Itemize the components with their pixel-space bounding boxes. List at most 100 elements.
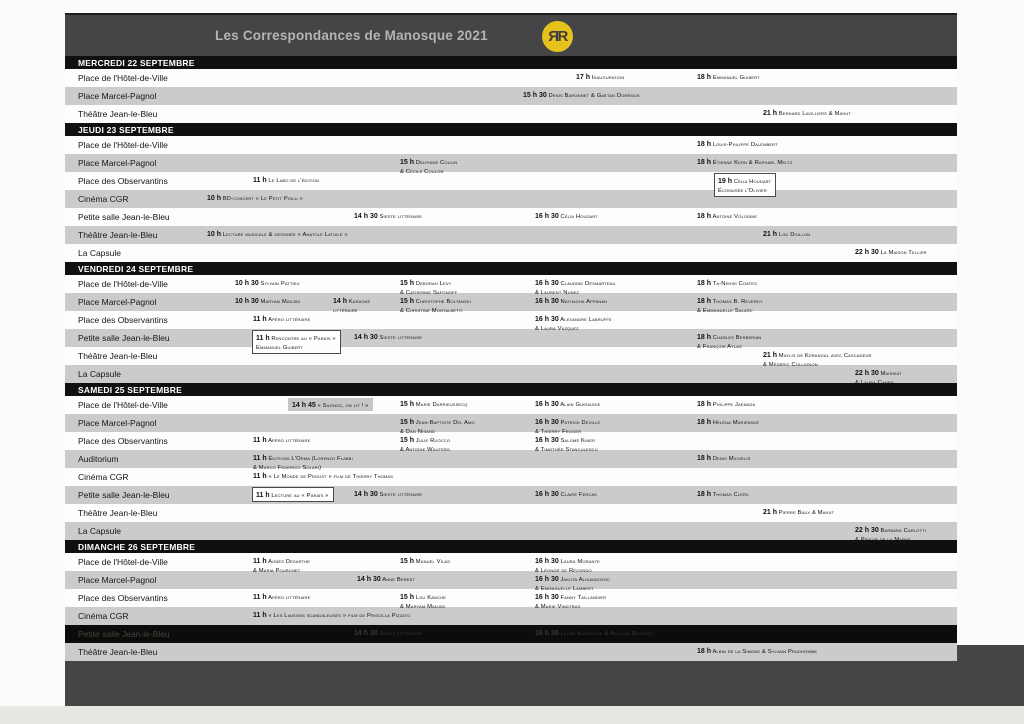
venue-name: Théâtre Jean-le-Bleu bbox=[78, 109, 158, 119]
event-time: 22 h 30 bbox=[855, 249, 879, 256]
event-time: 16 h 30 bbox=[535, 213, 559, 220]
event-name: Agnès Desarthe & Maria Pourchet bbox=[253, 559, 310, 575]
event: 16 h 30 Nathacha Appanah bbox=[535, 296, 607, 305]
event-time: 11 h bbox=[253, 316, 267, 323]
event-name: Jakuta Alikavazovic & Emmanuelle Lambert bbox=[535, 577, 611, 593]
event: 22 h 30 Maissiat & Laura Cahen bbox=[855, 368, 902, 386]
venue-row: Théâtre Jean-le-Bleu 21 h Bernard Lavilli… bbox=[65, 105, 957, 123]
venue-name: Petite salle Jean-le-Bleu bbox=[78, 333, 170, 343]
event-name: Étienne Kern & Raphaël Meltz bbox=[711, 160, 793, 166]
event: 10 h 30 Sylvain Pattieu bbox=[235, 278, 300, 287]
day-header: JEUDI 23 SEPTEMBRE bbox=[65, 123, 957, 136]
venue-row: Place de l'Hôtel-de-Ville 11 h Agnès Desa… bbox=[65, 553, 957, 574]
event-time: 14 h 30 bbox=[354, 630, 378, 637]
event: 21 h Lou Doillon bbox=[763, 229, 810, 238]
venue-name: Place de l'Hôtel-de-Ville bbox=[78, 73, 168, 83]
event-name: Sylvain Pattieu bbox=[258, 281, 300, 287]
event-time: 14 h 45 bbox=[292, 401, 316, 409]
venue-name: Place Marcel-Pagnol bbox=[78, 158, 157, 168]
event-name: Anne Berest bbox=[380, 577, 415, 583]
venue-row: Cinéma CGR 10 h BD-concert « Le Petit Poi… bbox=[65, 190, 957, 208]
event: 15 h Julie Ruocco & Antoine Wauters bbox=[400, 435, 450, 453]
event-name: Denis Baronnet & Gaëtan Dorémus bbox=[546, 93, 640, 99]
event: 11 h Agnès Desarthe & Maria Pourchet bbox=[253, 556, 310, 574]
event: 16 h 30 Jakuta Alikavazovic & Emmanuelle… bbox=[535, 574, 610, 592]
venue-row: Place de l'Hôtel-de-Ville 10 h 30 Sylvain… bbox=[65, 275, 957, 296]
event-time: 15 h bbox=[400, 159, 415, 166]
venue-name: Théâtre Jean-le-Bleu bbox=[78, 230, 158, 240]
event-name: Laura Kasischke & Nicolas Richard bbox=[558, 631, 653, 637]
day-section: JEUDI 23 SEPTEMBRE Place de l'Hôtel-de-Vi… bbox=[65, 123, 957, 262]
event: 16 h 30 Claudine Desmarteau & Laurent Nu… bbox=[535, 278, 616, 296]
event-time: 15 h bbox=[400, 280, 415, 287]
event-time: 22 h 30 bbox=[855, 527, 879, 534]
venue-row: Cinéma CGR 11 h « Le Monde de Proust » fi… bbox=[65, 468, 957, 486]
event: 18 h Louis-Philippe Dalembert bbox=[697, 139, 778, 148]
venue-name: La Capsule bbox=[78, 369, 122, 379]
venue-name: Place de l'Hôtel-de-Ville bbox=[78, 557, 168, 567]
venue-row: La Capsule 22 h 30 Barbara Carlotti & Pri… bbox=[65, 522, 957, 544]
event: 11 h Apéro littéraire bbox=[253, 435, 310, 444]
event-name: La Maison Tellier bbox=[878, 250, 927, 256]
event: 14 h Karaoké littéraire bbox=[333, 296, 370, 314]
event-time: 18 h bbox=[697, 491, 712, 498]
event-time: 11 h bbox=[253, 594, 267, 601]
event-time: 10 h 30 bbox=[235, 280, 259, 287]
event-name: Inauguration bbox=[590, 75, 625, 81]
venue-name: Théâtre Jean-le-Bleu bbox=[78, 647, 158, 657]
event: 18 h Antoine Volodine bbox=[697, 211, 757, 220]
event-name: Patrick Deville & Thierry Froger bbox=[535, 420, 601, 436]
day-header: MERCREDI 22 SEPTEMBRE bbox=[65, 56, 957, 69]
event-name: Charles Berberian & François Atlas bbox=[697, 335, 762, 351]
event-name: Louis-Philippe Dalembert bbox=[711, 142, 778, 148]
event: 18 h Charles Berberian & François Atlas bbox=[697, 332, 761, 350]
venue-name: Place des Observantins bbox=[78, 315, 168, 325]
venue-row: Théâtre Jean-le-Bleu 18 h Albin de la Sim… bbox=[65, 643, 957, 661]
event-name: Le Labo de l'édition bbox=[266, 178, 319, 184]
event-name: Denis Michelis bbox=[711, 456, 751, 462]
event-time: 15 h bbox=[400, 401, 415, 408]
event-time: 21 h bbox=[763, 231, 778, 238]
venue-name: Cinéma CGR bbox=[78, 472, 129, 482]
event-name: Marie Darrieussecq bbox=[414, 402, 468, 408]
event-time: 11 h bbox=[253, 612, 267, 619]
event-time: 18 h bbox=[697, 298, 712, 305]
venue-row: Petite salle Jean-le-Bleu 11 h Rencontre … bbox=[65, 329, 957, 355]
event-time: 18 h bbox=[697, 141, 712, 148]
event: 15 h Jean-Baptiste Del Amo & Dan Nisand bbox=[400, 417, 475, 435]
event-time: 11 h bbox=[256, 492, 270, 499]
event-time: 15 h bbox=[400, 594, 415, 601]
event-time: 17 h bbox=[576, 74, 591, 81]
event-time: 16 h 30 bbox=[535, 401, 559, 408]
event-name: Barbara Carlotti & Prieur de la Marne bbox=[855, 528, 926, 544]
event: 18 h Albin de la Simone & Sylvain Prudho… bbox=[697, 646, 817, 655]
venue-row: Petite salle Jean-le-Bleu 14 h 30 Sieste … bbox=[65, 208, 957, 226]
event-name: Sieste littéraire bbox=[377, 492, 423, 498]
event-name: Célia Houdart bbox=[558, 214, 598, 220]
event-name: Lecture musicale & dessinée « Anatole La… bbox=[221, 232, 348, 238]
event-time: 11 h bbox=[253, 473, 267, 480]
event-name: Fanny Taillandier & Marie Vingtras bbox=[535, 595, 607, 611]
event: 17 h Inauguration bbox=[576, 72, 624, 81]
program-sheet: Les Correspondances de Manosque 2021 ЯR … bbox=[65, 13, 957, 706]
venue-row: Place des Observantins 11 h Apéro littéra… bbox=[65, 432, 957, 453]
event-name: Julie Ruocco & Antoine Wauters bbox=[400, 438, 451, 454]
event: 15 h Manuel Vilas bbox=[400, 556, 450, 565]
festival-logo-icon: ЯR bbox=[542, 21, 573, 52]
event: 18 h Thomas Clerc bbox=[697, 489, 749, 498]
event-time: 21 h bbox=[763, 352, 778, 359]
event-name: Apéro littéraire bbox=[266, 438, 311, 444]
event-name: Bernard Lavilliers & Mahut bbox=[777, 111, 852, 117]
event-name: Karaoké littéraire bbox=[333, 299, 371, 315]
event-time: 11 h bbox=[253, 455, 267, 462]
event-time: 16 h 30 bbox=[535, 419, 559, 426]
event-time: 10 h bbox=[207, 231, 222, 238]
event-time: 18 h bbox=[697, 401, 712, 408]
venue-row: Petite salle Jean-le-Bleu 11 h Lecture au… bbox=[65, 486, 957, 504]
event-name: Albin de la Simone & Sylvain Prudhomme bbox=[711, 649, 818, 655]
event-name: Rencontre au « Paraïs » Emmanuel Guibert bbox=[256, 336, 336, 352]
event-name: Alain Guiraudie bbox=[558, 402, 601, 408]
venue-row: Place Marcel-Pagnol 15 h Jean-Baptiste De… bbox=[65, 414, 957, 436]
event-name: Alexandre Labruffe & Laura Vazquez bbox=[535, 317, 612, 333]
event-name: Éditions L'Orma (Lorenzo Flabbi & Marco … bbox=[253, 456, 353, 472]
